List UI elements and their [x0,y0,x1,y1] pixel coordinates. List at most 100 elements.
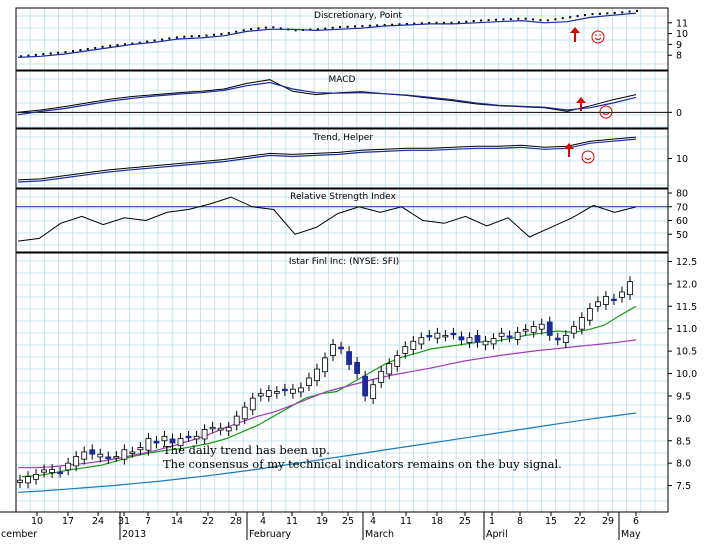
smiley-eye [599,34,601,36]
point-dot [316,28,319,31]
candle-body [121,449,128,460]
point-dot [264,26,267,29]
candle-body [137,447,144,451]
candle-body [249,397,256,411]
point-dot [101,45,104,48]
point-dot [161,38,163,41]
y-tick-label: 8.5 [676,436,691,447]
candle-body [538,323,545,330]
candle-body [418,337,425,345]
panel-title: Trend, Helper [312,133,373,143]
point-dot [354,25,356,28]
candle-body [627,281,633,296]
y-tick-label: 9 [676,40,682,51]
point-dot [123,43,126,46]
point-dot [591,13,594,16]
smiley-icon [591,30,605,44]
panel-border [15,188,669,253]
x-tick-label: 11 [286,516,298,527]
point-dot [420,22,423,25]
point-dot [57,51,60,54]
point-dot [64,51,67,54]
candle-body [362,375,369,397]
y-tick-label: 10.0 [676,369,697,380]
panel-frames [0,7,669,513]
helper-line [17,138,637,183]
point-dot [272,26,275,29]
point-dot [257,27,260,30]
x-tick-label: 18 [431,516,443,527]
candle-body [426,335,433,338]
panel-title: Relative Strength Index [290,192,396,202]
month-label: February [249,529,291,540]
x-tick-label: 4 [370,516,376,527]
chart-grid [15,8,668,512]
x-tick-label: 22 [202,516,214,527]
point-dot [183,35,186,38]
point-dot [428,21,431,24]
candle-body [370,384,377,400]
candle-body [442,335,449,338]
point-dot [495,18,497,21]
y-tick-label: 8 [676,51,682,62]
point-dot [346,25,349,28]
candle-body [346,351,352,365]
x-tick-label: 1 [489,516,495,527]
candle-body [113,456,120,459]
point-dot [175,36,178,39]
buy-arrow-icon [576,97,586,111]
point-dot [190,35,193,38]
candle-body [611,298,617,302]
candle-body [434,332,441,339]
point-dot [546,19,549,22]
y-tick-label: 10 [676,154,688,165]
x-tick-label: 22 [574,516,586,527]
rsi-line [17,196,637,242]
point-dot [561,17,564,20]
smiley-mouth [602,112,610,115]
candle-body [546,321,553,336]
panel-rsi: Relative Strength Index 80 70 60 50 [16,189,688,242]
candle-body [49,469,56,473]
candle-body [17,479,23,483]
candle-body [458,336,465,341]
point-dot [502,18,505,21]
candle-body [57,471,64,475]
x-tick-label: 4 [260,516,266,527]
panel-border [15,252,669,513]
point-dot [368,24,371,27]
candle-body [562,335,569,344]
candle-body [65,462,72,471]
candle-body [257,393,264,397]
buy-arrow-icon [564,143,574,157]
candle-body [73,456,80,467]
y-tick-label: 11 [676,18,688,29]
y-tick-label: 70 [676,202,688,213]
point-dot [480,19,483,22]
point-dot [576,15,579,18]
candle-body [530,326,537,333]
candle-body [498,332,505,337]
y-tick-label: 50 [676,230,688,241]
panel-border [15,128,669,189]
candle-body [554,337,561,341]
candle-body [153,440,160,444]
candle-body [169,438,176,444]
candle-body [330,344,336,357]
candle-body [594,301,601,307]
x-tick-label: 14 [171,516,183,527]
candle-body [354,361,361,374]
point-dot [509,18,512,21]
point-dot [539,19,542,22]
y-tick-label: 10.5 [676,347,697,358]
panel-title: Discretionary, Point [314,11,402,21]
point-dot [250,28,253,31]
point-dot [435,21,438,24]
x-tick-label: 25 [459,516,471,527]
candle-body [450,332,457,336]
smiley-eye [595,34,597,36]
x-tick-label: 28 [230,516,242,527]
point-dot [213,33,215,36]
point-dot [86,48,89,50]
point-dot [524,17,527,20]
